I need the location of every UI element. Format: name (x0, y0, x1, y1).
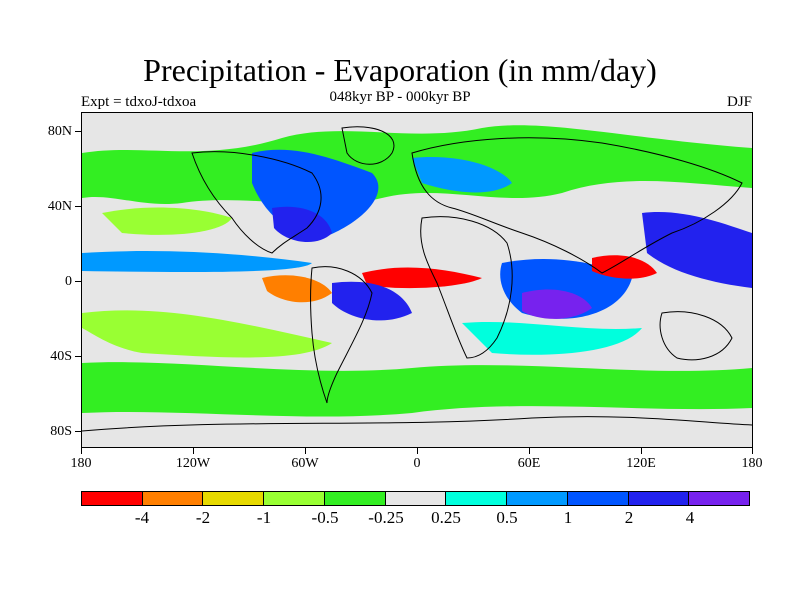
lon-tick-120w (193, 448, 194, 454)
colorbar-box (324, 492, 386, 505)
field-patch-southern-green (82, 310, 332, 358)
colorbar-label: -2 (195, 508, 211, 527)
lat-tick-40s (75, 356, 81, 357)
lat-tick-80n (75, 131, 81, 132)
chart-subtitle: 048kyr BP - 000kyr BP (329, 89, 471, 105)
colorbar-label: 2 (624, 508, 634, 527)
lon-label-120w: 120W (175, 456, 211, 471)
field-patch-pacific-band (82, 251, 312, 273)
colorbar-box (203, 492, 265, 505)
field-patch-southern-ocean (82, 362, 752, 417)
map-plot (81, 112, 753, 448)
colorbar-label: 0.25 (431, 508, 461, 527)
coastline-north-america (191, 151, 322, 254)
colorbar-box (385, 492, 447, 505)
colorbar-label: 1 (563, 508, 573, 527)
field-patch-europe (412, 157, 512, 193)
coastline-south-america (310, 266, 373, 404)
colorbar-label: 4 (685, 508, 695, 527)
field-patch-atlantic-dry (362, 267, 482, 289)
lon-label-60e: 60E (517, 456, 541, 471)
coastline-antarctica (82, 416, 752, 432)
lat-tick-0 (75, 281, 81, 282)
chart-title: Precipitation - Evaporation (in mm/day) (143, 52, 657, 88)
colorbar-box (507, 492, 568, 505)
field-patch-north-pacific (102, 207, 232, 235)
colorbar-label: -1 (256, 508, 272, 527)
lon-label-180e: 180 (741, 456, 763, 471)
lat-tick-40n (75, 206, 81, 207)
field-layer (82, 125, 752, 417)
field-patch-south-america (332, 281, 412, 321)
colorbar-box (628, 492, 690, 505)
coastline-eurasia (411, 137, 743, 274)
colorbar-box (446, 492, 508, 505)
field-patch-indian-ocean-core (522, 289, 592, 319)
lon-tick-0 (417, 448, 418, 454)
colorbar-label: 0.5 (496, 508, 518, 527)
colorbar-box (264, 492, 325, 505)
lon-label-120e: 120E (626, 456, 656, 471)
lat-label-80n: 80N (47, 124, 72, 139)
lon-tick-60w (305, 448, 306, 454)
field-patch-east-pacific-dry (262, 275, 332, 303)
colorbar-label: -4 (134, 508, 150, 527)
coastline-greenland (341, 126, 395, 165)
lat-tick-80s (75, 431, 81, 432)
coastline-australia (659, 311, 733, 361)
lon-tick-180w (81, 448, 82, 454)
colorbar-box (689, 492, 750, 505)
lon-label-180w: 180 (70, 456, 92, 471)
colorbar-label: -0.25 (368, 508, 404, 527)
coastline-africa (420, 216, 513, 359)
field-patch-maritime-dry (592, 255, 657, 279)
lon-label-0: 0 (413, 456, 421, 471)
lat-label-0: 0 (65, 274, 72, 289)
lon-tick-180e (752, 448, 753, 454)
map-svg (82, 125, 752, 432)
lon-tick-60e (529, 448, 530, 454)
experiment-label: Expt = tdxoJ-tdxoa (81, 94, 197, 110)
lat-label-80s: 80S (50, 424, 72, 439)
colorbar-box (142, 492, 204, 505)
colorbar-label: -0.5 (311, 508, 339, 527)
lat-label-40s: 40S (50, 349, 72, 364)
field-patch-south-indian (462, 321, 642, 355)
colorbar-box (567, 492, 629, 505)
coastlines (82, 126, 752, 432)
colorbar-box (82, 492, 143, 505)
lon-tick-120e (641, 448, 642, 454)
season-label: DJF (726, 94, 752, 110)
field-patch-west-pacific (642, 212, 752, 288)
colorbar (81, 491, 750, 506)
lat-label-40n: 40N (47, 199, 72, 214)
lon-label-60w: 60W (291, 456, 319, 471)
